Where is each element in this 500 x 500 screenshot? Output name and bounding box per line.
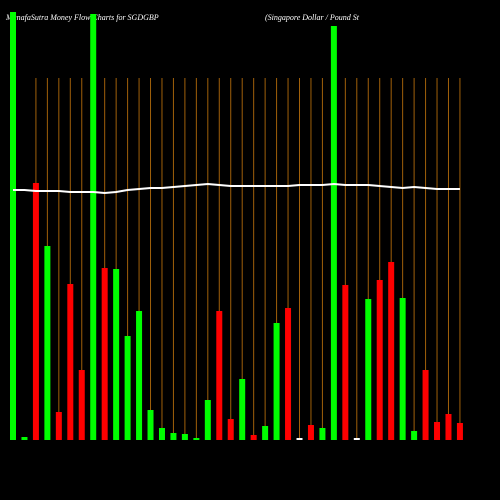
bar <box>342 285 349 440</box>
bar <box>273 323 280 440</box>
bar <box>136 311 143 440</box>
bar <box>353 438 360 440</box>
bar <box>204 400 211 440</box>
bar <box>181 434 188 440</box>
bar <box>456 423 463 440</box>
bar <box>319 428 326 440</box>
bar <box>307 425 314 440</box>
bar <box>262 426 269 440</box>
bar <box>170 433 177 440</box>
chart-subtitle: (Singapore Dollar / Pound St <box>265 13 360 22</box>
bar <box>296 438 303 440</box>
bar <box>10 12 16 440</box>
bar <box>90 14 97 440</box>
bar <box>376 280 383 440</box>
bar <box>445 414 452 440</box>
bar <box>239 379 246 440</box>
bar <box>124 336 131 440</box>
bar <box>101 268 108 440</box>
bar <box>388 262 395 440</box>
bar <box>78 370 85 440</box>
bar <box>216 311 223 440</box>
bar <box>158 428 165 440</box>
chart-title: MunafaSutra Money Flow Charts for SGDGBP <box>5 13 159 22</box>
bar <box>227 419 234 440</box>
bar <box>399 298 406 440</box>
bar <box>193 438 200 440</box>
bar <box>67 284 74 440</box>
bar <box>330 26 337 440</box>
bar <box>285 308 292 440</box>
bar <box>32 183 39 440</box>
line <box>13 182 460 195</box>
bar <box>365 299 372 440</box>
bar <box>422 370 429 440</box>
bar <box>434 422 441 440</box>
bar <box>21 437 28 440</box>
bar <box>55 412 62 440</box>
bar <box>250 435 257 440</box>
bar <box>411 431 418 440</box>
bar <box>113 269 120 440</box>
bar <box>44 246 51 440</box>
bar <box>147 410 154 440</box>
